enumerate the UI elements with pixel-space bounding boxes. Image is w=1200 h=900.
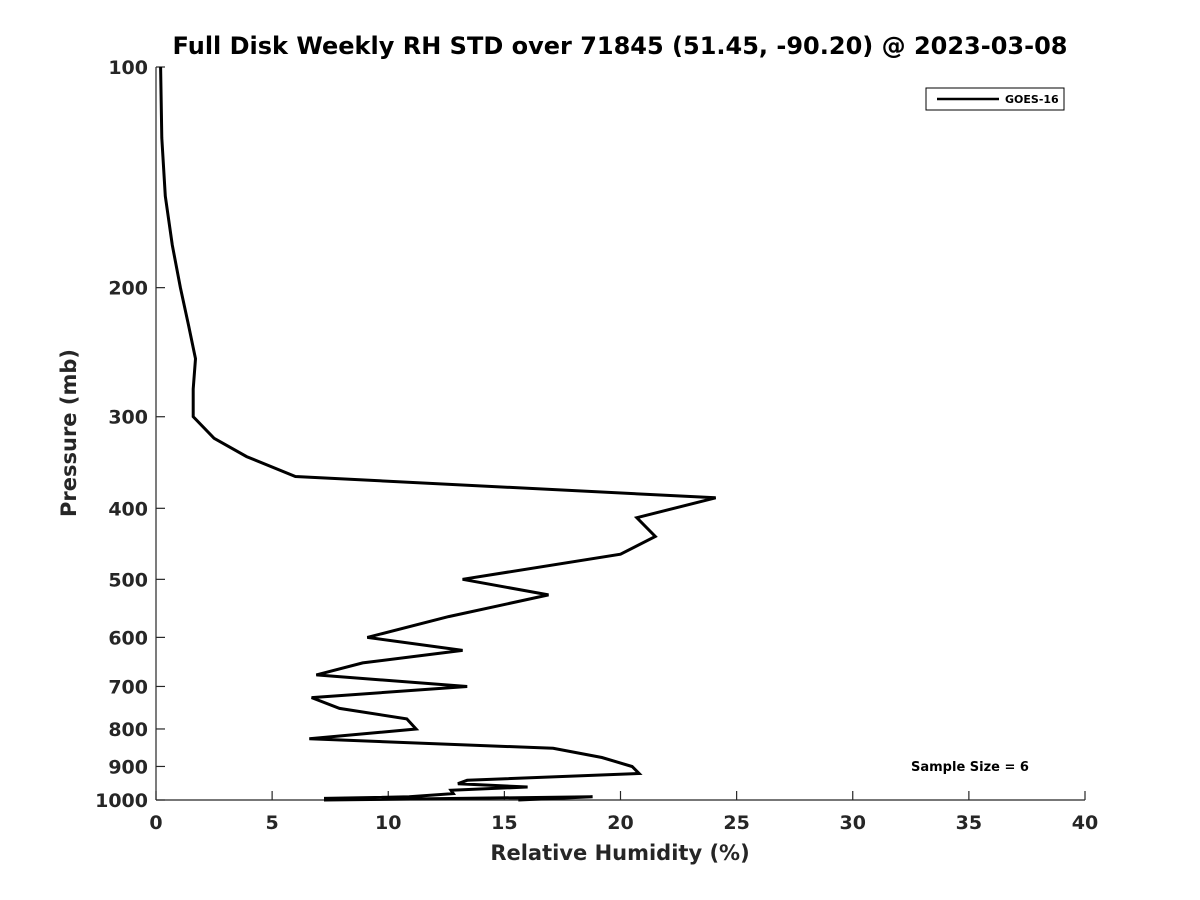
y-tick-label: 400: [108, 498, 148, 520]
x-tick-label: 5: [266, 812, 279, 834]
x-axis-label: Relative Humidity (%): [490, 841, 749, 865]
series-line-goes-16: [159, 66, 717, 802]
x-tick-label: 0: [149, 812, 162, 834]
y-tick-label: 1000: [95, 790, 148, 812]
y-tick-label: 900: [108, 756, 148, 778]
legend-label-goes-16: GOES-16: [1005, 93, 1059, 106]
x-tick-label: 15: [491, 812, 517, 834]
y-tick-label: 100: [108, 57, 148, 79]
y-axis-label: Pressure (mb): [57, 349, 81, 517]
x-tick-label: 35: [956, 812, 982, 834]
y-tick-label: 700: [108, 676, 148, 698]
sample-size-annotation: Sample Size = 6: [911, 760, 1029, 775]
x-tick-label: 10: [375, 812, 401, 834]
plot-area: 0 5 10 15 20 25 30 35 40 100 200 300 400 500 600 700 800…: [95, 57, 1098, 834]
y-tick-label: 600: [108, 627, 148, 649]
y-tick-label: 300: [108, 407, 148, 429]
y-tick-label: 800: [108, 719, 148, 741]
x-tick-label: 25: [723, 812, 749, 834]
x-tick-label: 30: [840, 812, 866, 834]
y-tick-label: 500: [108, 569, 148, 591]
x-tick-label: 20: [607, 812, 633, 834]
chart-title: Full Disk Weekly RH STD over 71845 (51.4…: [173, 32, 1068, 60]
legend: GOES-16: [925, 87, 1065, 111]
y-tick-label: 200: [108, 278, 148, 300]
x-tick-label: 40: [1072, 812, 1098, 834]
